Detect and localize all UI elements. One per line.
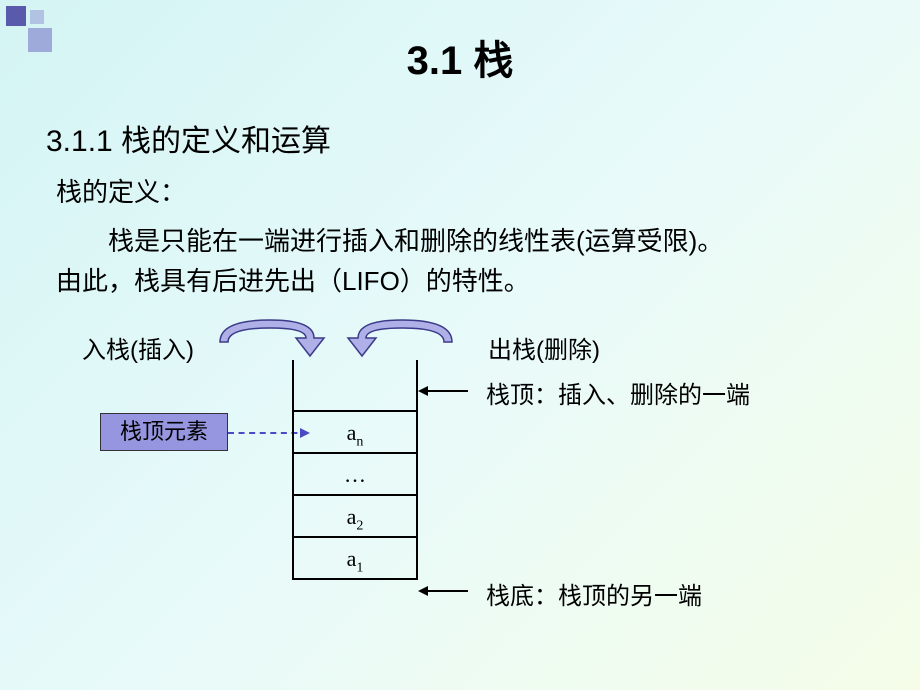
page-title: 3.1 栈 [0, 0, 920, 86]
stack-container: an … a2 a1 [292, 360, 418, 580]
definition-body-2: 由此，栈具有后进先出（LIFO）的特性。 [56, 261, 864, 301]
definition-label: 栈的定义： [56, 172, 920, 209]
stack-top-pointer [420, 390, 468, 392]
stack-cell-empty [294, 360, 416, 410]
stack-diagram: 入栈(插入) 出栈(删除) 栈顶元素 an … a2 a1 栈顶：插入、删除的一… [0, 300, 920, 680]
stack-cell: … [294, 452, 416, 494]
pop-label: 出栈(删除) [488, 330, 600, 365]
definition-body-1: 栈是只能在一端进行插入和删除的线性表(运算受限)。 [56, 221, 864, 261]
push-label: 入栈(插入) [82, 330, 194, 365]
stack-bottom-desc: 栈底：栈顶的另一端 [486, 576, 702, 611]
corner-decoration [0, 0, 60, 60]
push-arrow-icon [210, 306, 330, 366]
top-element-badge: 栈顶元素 [100, 413, 228, 451]
stack-cell: a2 [294, 494, 416, 536]
pop-arrow-icon [342, 306, 462, 366]
stack-cell: a1 [294, 536, 416, 578]
section-heading: 3.1.1 栈的定义和运算 [46, 116, 920, 160]
stack-top-desc: 栈顶：插入、删除的一端 [486, 375, 750, 410]
stack-cell: an [294, 410, 416, 452]
stack-bottom-pointer [420, 590, 468, 592]
